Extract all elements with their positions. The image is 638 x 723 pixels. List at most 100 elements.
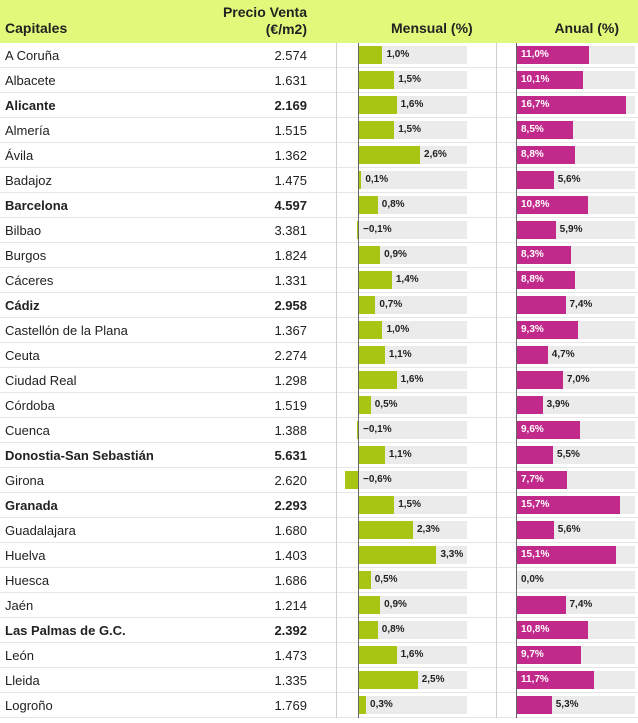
anual-label: 8,3%	[521, 249, 544, 260]
mensual-bar	[359, 696, 367, 714]
anual-zero-line	[516, 568, 517, 593]
mensual-bar	[356, 221, 359, 239]
price-value: 2.169	[274, 98, 307, 113]
anual-bar	[517, 296, 566, 314]
mensual-track	[359, 346, 467, 364]
mensual-label: 0,8%	[381, 624, 405, 635]
mensual-zero-line	[358, 318, 359, 343]
anual-zero-line	[516, 268, 517, 293]
price-value: 2.620	[274, 473, 307, 488]
mensual-zero-line	[358, 218, 359, 243]
price-value: 3.381	[274, 223, 307, 238]
mensual-separator	[336, 218, 337, 243]
mensual-bar	[359, 646, 397, 664]
anual-bar	[517, 71, 584, 89]
anual-separator	[496, 318, 497, 343]
mensual-separator	[336, 368, 337, 393]
city-name: Huelva	[5, 548, 46, 563]
table-header: Capitales Precio Venta (€/m2) Mensual (%…	[0, 0, 638, 43]
anual-bar	[517, 471, 568, 489]
price-value: 1.519	[274, 398, 307, 413]
city-name: Badajoz	[5, 173, 52, 188]
anual-separator	[496, 68, 497, 93]
mensual-bar	[359, 96, 397, 114]
mensual-zero-line	[358, 568, 359, 593]
anual-separator	[496, 393, 497, 418]
table-row: Granada 2.293 1,5% 15,7%	[0, 493, 638, 518]
table-row: Córdoba 1.519 0,5% 3,9%	[0, 393, 638, 418]
mensual-track	[359, 221, 467, 239]
anual-separator	[496, 593, 497, 618]
mensual-label: 0,9%	[384, 249, 407, 260]
mensual-separator	[336, 318, 337, 343]
header-precio-venta: Precio Venta (€/m2)	[223, 4, 307, 38]
city-name: A Coruña	[5, 48, 60, 63]
anual-label: 3,9%	[546, 399, 570, 410]
anual-separator	[496, 168, 497, 193]
city-name: Granada	[5, 498, 58, 513]
city-name: Cuenca	[5, 423, 50, 438]
anual-label: 7,7%	[521, 474, 544, 485]
anual-zero-line	[516, 418, 517, 443]
mensual-label: 2,6%	[424, 149, 447, 160]
anual-track	[517, 396, 635, 414]
anual-label: 10,8%	[521, 624, 550, 635]
mensual-label: −0,1%	[363, 224, 392, 235]
city-name: Albacete	[5, 73, 56, 88]
anual-zero-line	[516, 668, 517, 693]
anual-zero-line	[516, 493, 517, 518]
anual-bar	[517, 246, 572, 264]
anual-label: 5,6%	[557, 524, 581, 535]
anual-zero-line	[516, 518, 517, 543]
price-value: 4.597	[274, 198, 307, 213]
table-row: Cáceres 1.331 1,4% 8,8%	[0, 268, 638, 293]
table-row: Ceuta 2.274 1,1% 4,7%	[0, 343, 638, 368]
mensual-track	[359, 696, 467, 714]
price-value: 1.214	[274, 598, 307, 613]
anual-bar	[517, 496, 620, 514]
anual-bar	[517, 371, 563, 389]
mensual-label: 1,0%	[386, 49, 410, 60]
mensual-bar	[359, 196, 378, 214]
table-row: Cádiz 2.958 0,7% 7,4%	[0, 293, 638, 318]
price-value: 1.331	[274, 273, 307, 288]
price-value: 1.824	[274, 248, 307, 263]
mensual-zero-line	[358, 543, 359, 568]
mensual-zero-line	[358, 43, 359, 68]
anual-zero-line	[516, 118, 517, 143]
table-row: Huesca 1.686 0,5% 0,0%	[0, 568, 638, 593]
mensual-zero-line	[358, 93, 359, 118]
mensual-zero-line	[358, 268, 359, 293]
price-value: 1.473	[274, 648, 307, 663]
city-name: Alicante	[5, 98, 56, 113]
city-name: Cádiz	[5, 298, 40, 313]
mensual-separator	[336, 543, 337, 568]
mensual-separator	[336, 68, 337, 93]
mensual-bar	[359, 621, 378, 639]
mensual-separator	[336, 293, 337, 318]
anual-label: 8,5%	[521, 124, 544, 135]
mensual-bar	[356, 421, 359, 439]
anual-bar	[517, 621, 588, 639]
anual-track	[517, 571, 635, 589]
mensual-zero-line	[358, 468, 359, 493]
price-value: 5.631	[274, 448, 307, 463]
header-capitales: Capitales	[5, 20, 68, 36]
anual-separator	[496, 418, 497, 443]
anual-bar	[517, 446, 554, 464]
anual-bar	[517, 696, 552, 714]
anual-separator	[496, 43, 497, 68]
mensual-track	[359, 446, 467, 464]
header-mensual: Mensual (%)	[391, 20, 473, 36]
anual-separator	[496, 643, 497, 668]
price-value: 2.958	[274, 298, 307, 313]
anual-bar	[517, 346, 548, 364]
anual-label: 7,0%	[566, 374, 590, 385]
mensual-bar	[359, 71, 395, 89]
anual-label: 9,3%	[521, 324, 544, 335]
mensual-label: 1,1%	[388, 349, 412, 360]
mensual-label: 1,4%	[395, 274, 419, 285]
anual-bar	[517, 521, 554, 539]
mensual-bar	[359, 496, 395, 514]
